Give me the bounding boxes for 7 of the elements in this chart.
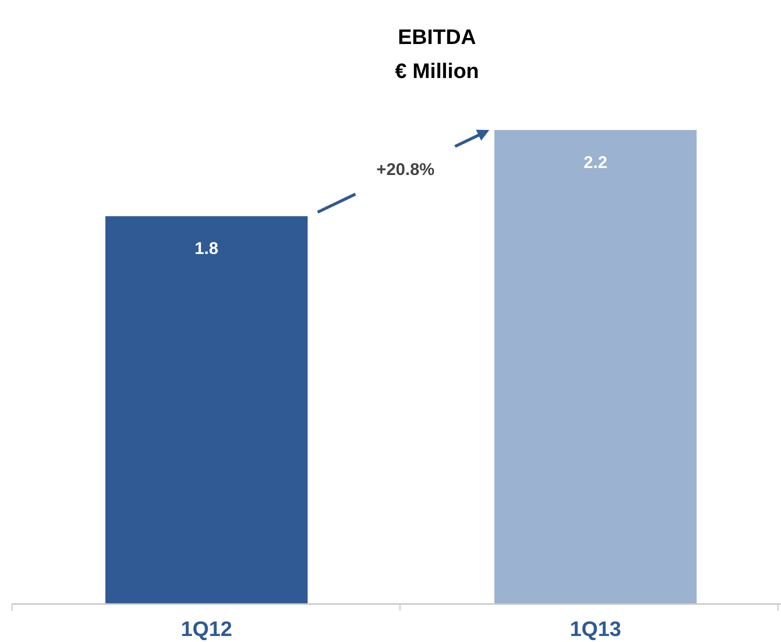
data-label: 1.8: [194, 239, 218, 258]
annotation: +20.8%: [376, 160, 435, 180]
x-tick-label: 1Q13: [570, 618, 622, 641]
chart-subtitle: € Million: [395, 60, 479, 83]
chart-title: EBITDA: [398, 26, 476, 49]
data-label: 2.2: [584, 153, 608, 172]
x-tick-label: 1Q12: [180, 618, 232, 641]
